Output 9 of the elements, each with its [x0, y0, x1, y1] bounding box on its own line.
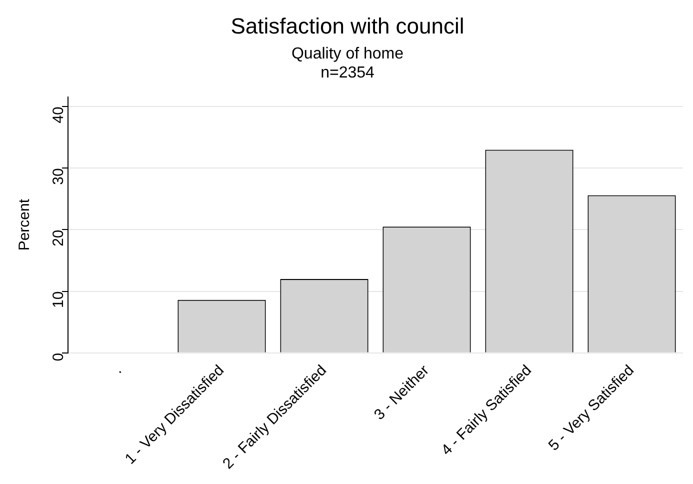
y-tick-label: 30	[50, 168, 68, 185]
y-tick-label: 10	[50, 291, 68, 308]
y-tick-label: 0	[50, 352, 68, 362]
chart-title: Satisfaction with council	[230, 13, 464, 38]
x-tick-label: .	[110, 362, 126, 377]
y-tick-label: 20	[50, 230, 68, 246]
y-axis-title: Percent	[16, 198, 34, 251]
chart-subtitle: Quality of home n=2354	[291, 45, 404, 82]
y-tick-label: 40	[50, 106, 68, 124]
